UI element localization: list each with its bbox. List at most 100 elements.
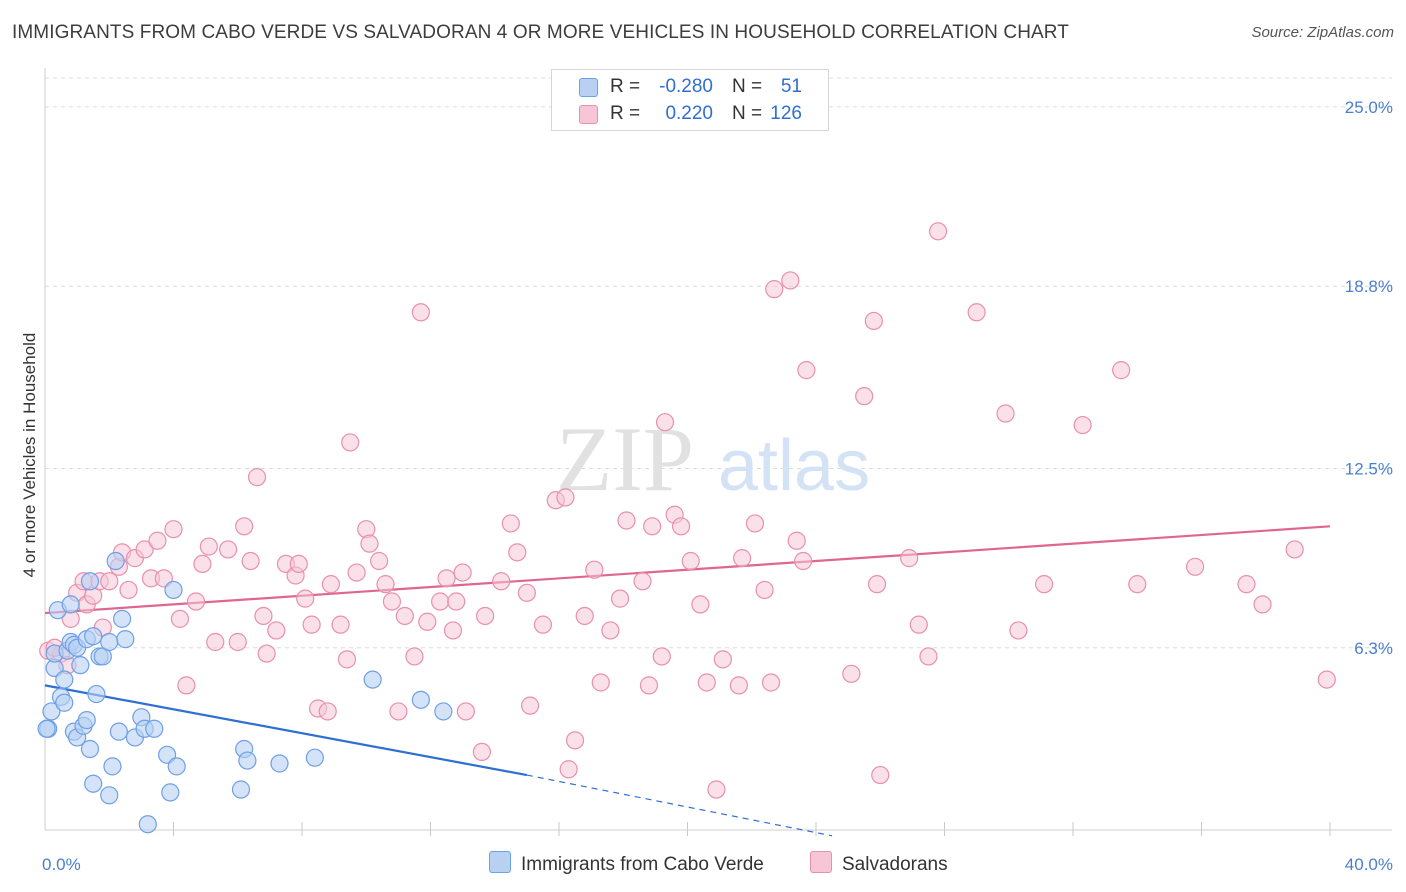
- point-salvadoran: [691, 595, 710, 614]
- point-cabo-verde: [238, 751, 257, 770]
- point-salvadoran: [206, 632, 225, 652]
- point-salvadoran: [193, 554, 212, 574]
- point-salvadoran: [177, 676, 196, 695]
- point-salvadoran: [341, 433, 360, 452]
- y-tick-label: 18.8%: [1345, 277, 1393, 296]
- point-salvadoran: [321, 575, 341, 594]
- point-salvadoran: [418, 612, 437, 631]
- point-salvadoran: [254, 606, 273, 626]
- point-cabo-verde: [84, 627, 103, 646]
- trend-line-salvadorans: [44, 525, 1331, 615]
- point-salvadoran: [643, 517, 662, 536]
- point-salvadoran: [697, 673, 716, 692]
- bottom-legend-cabo-verde: Immigrants from Cabo Verde: [489, 851, 764, 876]
- points-salvadorans: [39, 222, 1336, 799]
- watermark-atlas: atlas: [718, 426, 870, 506]
- point-cabo-verde: [109, 722, 128, 741]
- point-cabo-verde: [80, 739, 100, 759]
- point-salvadoran: [219, 540, 238, 559]
- point-salvadoran: [909, 615, 928, 634]
- point-salvadoran: [296, 589, 315, 608]
- legend-n-label: N =: [732, 76, 763, 97]
- point-cabo-verde: [434, 702, 453, 721]
- axes: [44, 68, 1392, 836]
- x-tick-label: 40.0%: [1345, 855, 1393, 874]
- point-cabo-verde: [167, 757, 186, 776]
- point-salvadoran: [713, 650, 732, 669]
- point-salvadoran: [347, 563, 366, 582]
- point-cabo-verde: [164, 580, 183, 600]
- point-salvadoran: [797, 361, 816, 380]
- point-cabo-verde: [145, 719, 164, 738]
- x-tick-label: 0.0%: [42, 855, 81, 874]
- point-salvadoran: [591, 673, 610, 692]
- point-cabo-verde: [37, 719, 56, 738]
- point-salvadoran: [267, 621, 286, 640]
- point-salvadoran: [100, 572, 119, 591]
- point-salvadoran: [431, 592, 450, 611]
- point-cabo-verde: [55, 670, 74, 689]
- point-salvadoran: [1237, 575, 1256, 594]
- point-salvadoran: [331, 615, 350, 634]
- point-salvadoran: [443, 621, 463, 640]
- source-label: Source: ZipAtlas.com: [1251, 24, 1394, 41]
- point-cabo-verde: [61, 595, 80, 614]
- point-cabo-verde: [100, 632, 119, 652]
- point-cabo-verde: [411, 690, 430, 709]
- point-salvadoran: [257, 644, 276, 663]
- point-salvadoran: [745, 514, 765, 533]
- legend-swatch-pink: [579, 105, 598, 124]
- point-salvadoran: [996, 404, 1015, 423]
- point-salvadoran: [652, 647, 671, 666]
- point-salvadoran: [370, 551, 389, 571]
- point-salvadoran: [520, 696, 540, 715]
- trend-solid: [44, 684, 528, 777]
- legend-n-label: N =: [732, 103, 763, 124]
- point-salvadoran: [501, 514, 520, 533]
- point-salvadoran: [867, 575, 887, 594]
- point-salvadoran: [1253, 595, 1272, 614]
- legend-row-cabo-verde: R = -0.280 N = 51: [552, 74, 828, 100]
- point-salvadoran: [900, 549, 919, 568]
- y-tick-label: 25.0%: [1345, 98, 1393, 117]
- point-salvadoran: [533, 615, 553, 634]
- point-cabo-verde: [138, 815, 157, 834]
- bottom-legend-label: Immigrants from Cabo Verde: [521, 854, 764, 875]
- point-salvadoran: [919, 647, 938, 666]
- point-salvadoran: [447, 592, 466, 611]
- point-salvadoran: [241, 551, 260, 571]
- point-salvadoran: [655, 413, 675, 432]
- bottom-legend-swatch-pink: [810, 851, 832, 873]
- point-salvadoran: [411, 303, 430, 322]
- point-salvadoran: [1285, 540, 1304, 559]
- point-salvadoran: [456, 702, 475, 721]
- point-salvadoran: [787, 531, 806, 550]
- y-tick-label: 12.5%: [1345, 459, 1393, 478]
- point-salvadoran: [765, 280, 784, 299]
- point-cabo-verde: [71, 656, 90, 675]
- trend-line-cabo-verde: [44, 684, 833, 837]
- point-salvadoran: [492, 572, 511, 591]
- point-salvadoran: [508, 543, 527, 562]
- point-salvadoran: [289, 554, 308, 574]
- legend-r-label: R =: [610, 76, 641, 97]
- point-cabo-verde: [305, 748, 324, 767]
- point-salvadoran: [382, 592, 402, 611]
- point-salvadoran: [601, 621, 620, 640]
- point-salvadoran: [389, 702, 408, 721]
- point-salvadoran: [585, 560, 604, 579]
- point-salvadoran: [639, 676, 659, 695]
- point-salvadoran: [575, 606, 594, 626]
- point-salvadoran: [565, 731, 585, 750]
- point-salvadoran: [729, 676, 749, 695]
- point-salvadoran: [842, 664, 861, 683]
- point-salvadoran: [1034, 575, 1054, 594]
- point-salvadoran: [247, 468, 267, 487]
- trend-solid: [44, 525, 1331, 615]
- chart-title: IMMIGRANTS FROM CABO VERDE VS SALVADORAN…: [12, 22, 1069, 43]
- point-salvadoran: [633, 572, 652, 591]
- point-salvadoran: [733, 549, 752, 568]
- legend-row-salvadorans: R = 0.220 N = 126: [552, 101, 828, 127]
- point-salvadoran: [1009, 621, 1028, 640]
